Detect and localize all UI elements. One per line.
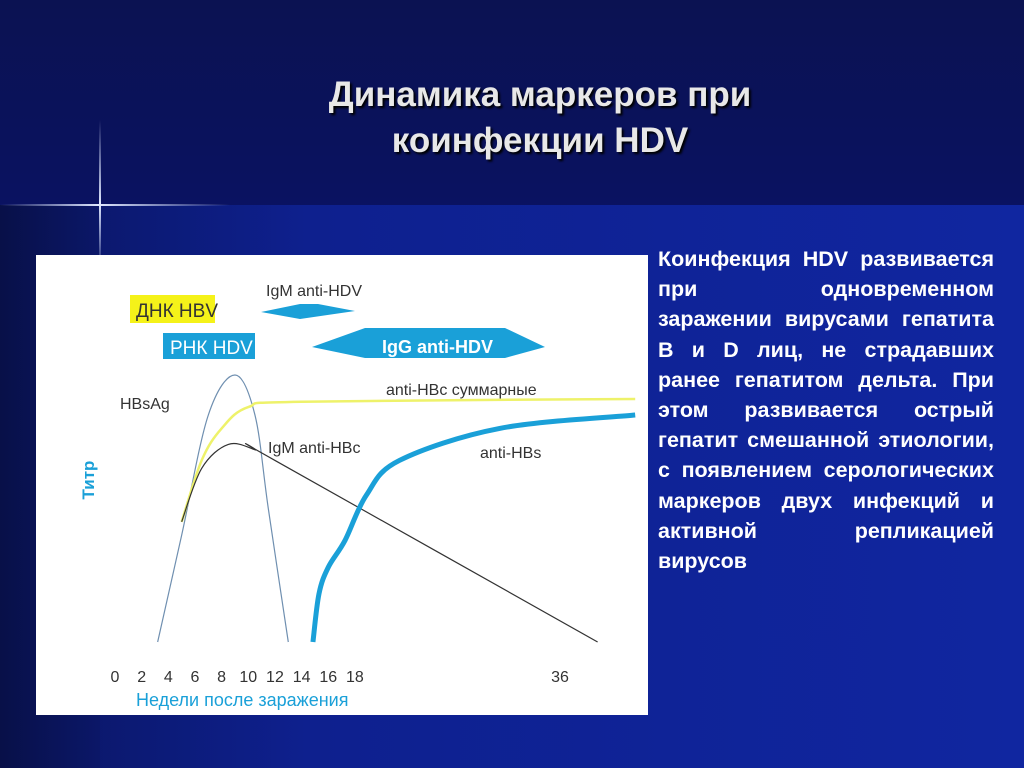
x-tick-label: 14 <box>293 669 311 686</box>
series-line-4 <box>310 412 636 643</box>
x-tick-label: 0 <box>111 669 120 686</box>
x-tick-label: 4 <box>164 669 173 686</box>
igg-anti-hdv-label: IgG anti-HDV <box>382 337 493 357</box>
igm-anti-hdv-arrow <box>261 304 355 319</box>
x-tick-label: 18 <box>346 669 364 686</box>
title-line-2: коинфекции HDV <box>391 121 689 160</box>
series-line-3 <box>181 442 598 643</box>
anti-hbs-label: anti-HBs <box>480 445 541 462</box>
star-flare-horizontal <box>0 204 230 206</box>
chart: ДНК HBV РНК HDV IgM anti-HDV IgG anti-HD… <box>36 255 648 715</box>
rnk-hdv-box <box>163 333 255 359</box>
series-line-1 <box>157 374 289 643</box>
slide-title: Динамика маркеров при коинфекции HDV <box>200 72 880 164</box>
hbsag-label: HBsAg <box>120 396 170 413</box>
dnk-hbv-label: ДНК HBV <box>136 301 218 322</box>
x-tick-label: 12 <box>266 669 284 686</box>
igm-anti-hdv-label: IgM anti-HDV <box>266 283 362 300</box>
title-line-1: Динамика маркеров при <box>328 75 752 114</box>
x-tick-label: 16 <box>319 669 337 686</box>
x-axis-label: Недели после заражения <box>136 690 348 710</box>
chart-svg: ДНК HBV РНК HDV IgM anti-HDV IgG anti-HD… <box>79 283 636 710</box>
x-tick-label: 2 <box>137 669 146 686</box>
slide-body-text: Коинфекция HDV развивается при одновреме… <box>658 247 994 574</box>
star-flare-vertical <box>99 120 101 270</box>
series-line-2 <box>180 397 636 523</box>
y-axis-label: Титр <box>79 461 98 500</box>
x-tick-label: 6 <box>191 669 200 686</box>
rnk-hdv-label: РНК HDV <box>170 338 253 359</box>
igg-anti-hdv-arrow <box>312 328 545 358</box>
igm-anti-hbc-label: IgM anti-HBc <box>268 440 360 457</box>
x-tick-label: 10 <box>239 669 257 686</box>
anti-hbc-total-label: anti-HBc суммарные <box>386 382 537 399</box>
x-tick-label: 8 <box>217 669 226 686</box>
x-tick-label: 36 <box>551 669 569 686</box>
dnk-hbv-box <box>130 295 215 323</box>
